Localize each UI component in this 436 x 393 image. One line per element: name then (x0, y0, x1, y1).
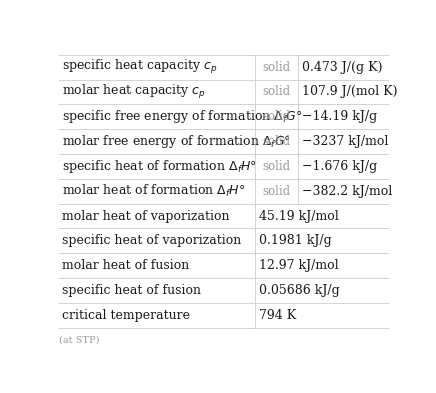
Text: solid: solid (262, 85, 290, 98)
Text: 0.1981 kJ/g: 0.1981 kJ/g (259, 234, 332, 247)
Text: 107.9 J/(mol K): 107.9 J/(mol K) (302, 85, 397, 98)
Text: −382.2 kJ/mol: −382.2 kJ/mol (302, 185, 392, 198)
Text: critical temperature: critical temperature (62, 309, 190, 322)
Text: solid: solid (262, 110, 290, 123)
Text: molar heat of formation $\Delta_f H°$: molar heat of formation $\Delta_f H°$ (62, 183, 245, 199)
Text: specific heat of formation $\Delta_f H°$: specific heat of formation $\Delta_f H°$ (62, 158, 257, 175)
Text: −1.676 kJ/g: −1.676 kJ/g (302, 160, 377, 173)
Text: molar heat of vaporization: molar heat of vaporization (62, 209, 229, 222)
Text: 794 K: 794 K (259, 309, 296, 322)
Text: specific heat of fusion: specific heat of fusion (62, 284, 201, 297)
Text: solid: solid (262, 61, 290, 73)
Text: molar heat capacity $c_p$: molar heat capacity $c_p$ (62, 83, 206, 101)
Text: solid: solid (262, 160, 290, 173)
Text: −14.19 kJ/g: −14.19 kJ/g (302, 110, 377, 123)
Text: molar heat of fusion: molar heat of fusion (62, 259, 189, 272)
Text: solid: solid (262, 135, 290, 148)
Text: −3237 kJ/mol: −3237 kJ/mol (302, 135, 388, 148)
Text: (at STP): (at STP) (58, 335, 99, 344)
Text: 0.473 J/(g K): 0.473 J/(g K) (302, 61, 382, 73)
Text: 12.97 kJ/mol: 12.97 kJ/mol (259, 259, 338, 272)
Text: 45.19 kJ/mol: 45.19 kJ/mol (259, 209, 339, 222)
Text: 0.05686 kJ/g: 0.05686 kJ/g (259, 284, 340, 297)
Text: specific heat capacity $c_p$: specific heat capacity $c_p$ (62, 58, 217, 76)
Text: solid: solid (262, 185, 290, 198)
Text: specific heat of vaporization: specific heat of vaporization (62, 234, 241, 247)
Text: molar free energy of formation $\Delta_f G°$: molar free energy of formation $\Delta_f… (62, 133, 291, 150)
Text: specific free energy of formation $\Delta_f G°$: specific free energy of formation $\Delt… (62, 108, 303, 125)
